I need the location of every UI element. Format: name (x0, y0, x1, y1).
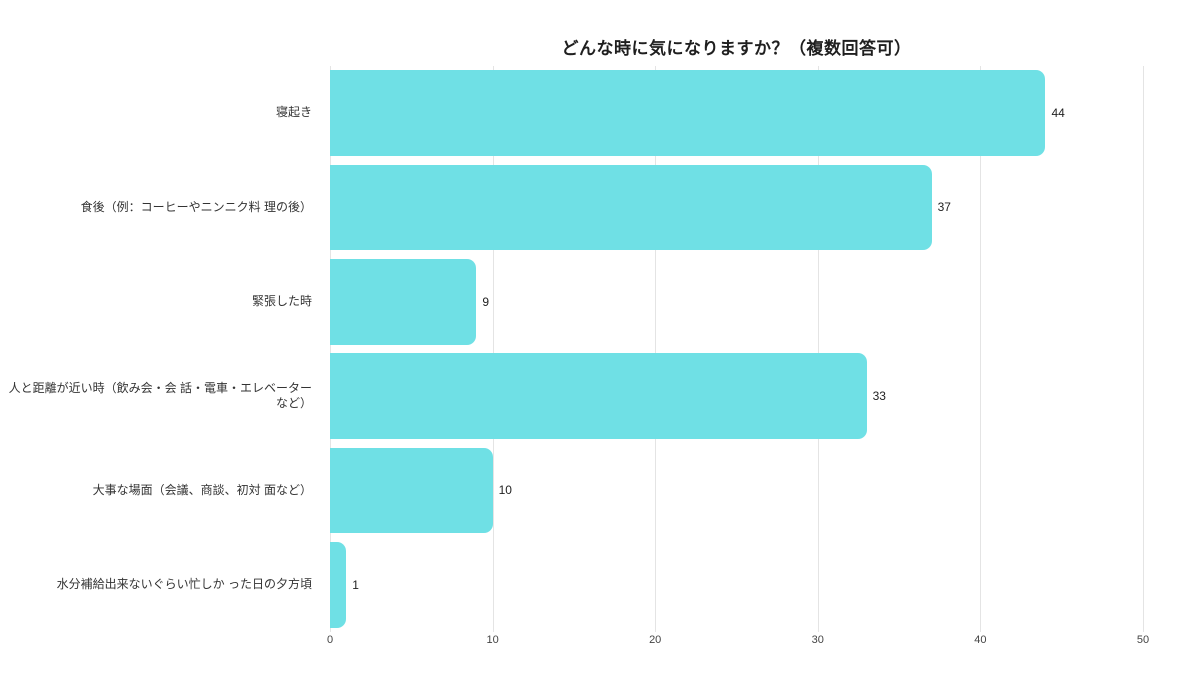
category-label: 食後（例：コーヒーやニンニク料 理の後） (80, 199, 312, 214)
category-label: 大事な場面（会議、商談、初対 面など） (92, 482, 312, 497)
gridline-40 (980, 66, 982, 632)
x-tick-label-50: 50 (1136, 634, 1150, 646)
bar-row: 10 (330, 443, 1143, 537)
chart-title: どんな時に気になりますか？（複数回答可） (561, 39, 912, 58)
x-axis: 0 10 20 30 40 50 (326, 634, 1149, 654)
bar-value-label: 37 (937, 200, 951, 215)
x-tick-label-30: 30 (811, 634, 824, 646)
bars-layer: 44 37 9 33 10 1 (330, 66, 1143, 632)
plot-area: 44 37 9 33 10 1 (330, 66, 1144, 632)
bar-row: 1 (330, 538, 1143, 632)
category-labels-column: 寝起き食後（例：コーヒーやニンニク料 理の後） 緊張した時人と距離が近い時（飲み会… (0, 66, 322, 632)
bar (330, 70, 1046, 157)
category-label: 寝起き (275, 105, 312, 120)
bar-row: 37 (330, 160, 1143, 254)
bar-value-label: 10 (498, 483, 512, 498)
gridline-50 (1143, 66, 1144, 632)
bar-row: 44 (330, 66, 1143, 160)
gridline-0 (330, 66, 331, 632)
gridline-20 (655, 66, 657, 632)
bar-row: 33 (330, 349, 1143, 443)
bar (330, 258, 477, 345)
bar-value-label: 44 (1051, 106, 1065, 121)
bar-value-label: 33 (872, 389, 886, 404)
x-tick-label-20: 20 (649, 634, 662, 646)
category-label: 緊張した時 (251, 294, 312, 309)
bar (330, 541, 347, 628)
bar (330, 353, 867, 440)
bar-value-label: 9 (482, 294, 490, 309)
bar (330, 164, 932, 251)
x-tick-label-40: 40 (974, 634, 987, 646)
gridline-30 (817, 66, 819, 632)
category-label: 人と距離が近い時（飲み会・会 話・電車・エレベーターなど） (8, 380, 312, 411)
gridline-10 (492, 66, 494, 632)
bar-row: 9 (330, 255, 1143, 349)
bar-value-label: 1 (352, 577, 359, 592)
category-label: 水分補給出来ないぐらい忙しか った日の夕方頃 (56, 577, 312, 591)
x-tick-label-10: 10 (486, 634, 499, 646)
x-tick-label-0: 0 (326, 634, 334, 646)
bar (330, 447, 493, 534)
